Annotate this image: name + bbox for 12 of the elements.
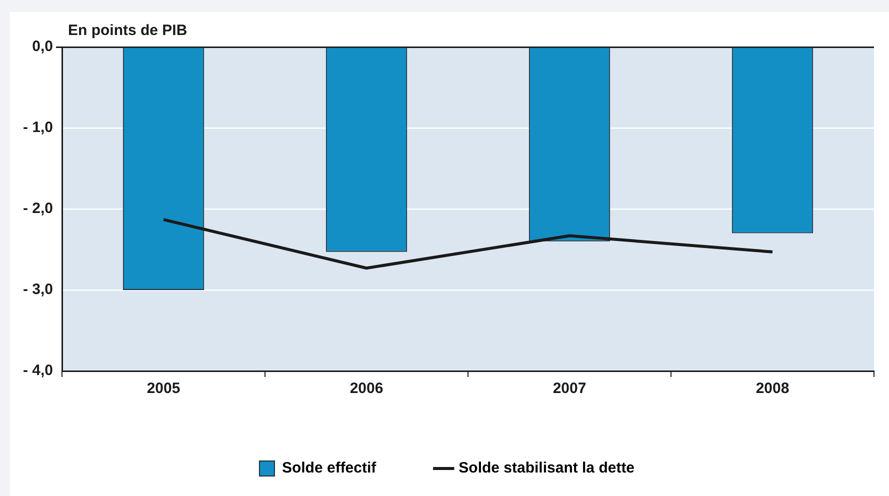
y-tick-label: - 4,0 [23,362,54,380]
x-tick-label: 2006 [350,380,384,398]
y-tick-label: - 1,0 [23,119,54,136]
x-tick-label: 2008 [756,380,790,398]
legend-label: Solde effectif [282,460,378,477]
x-tick-label: 2007 [552,380,586,398]
y-axis-title: En points de PIB [68,22,188,39]
y-tick-label: 0,0 [32,38,54,56]
x-tick-label: 2005 [146,380,180,398]
y-tick-label: - 2,0 [23,200,54,218]
legend-label: Solde stabilisant la dette [458,460,635,477]
y-tick-label: - 3,0 [23,281,54,298]
